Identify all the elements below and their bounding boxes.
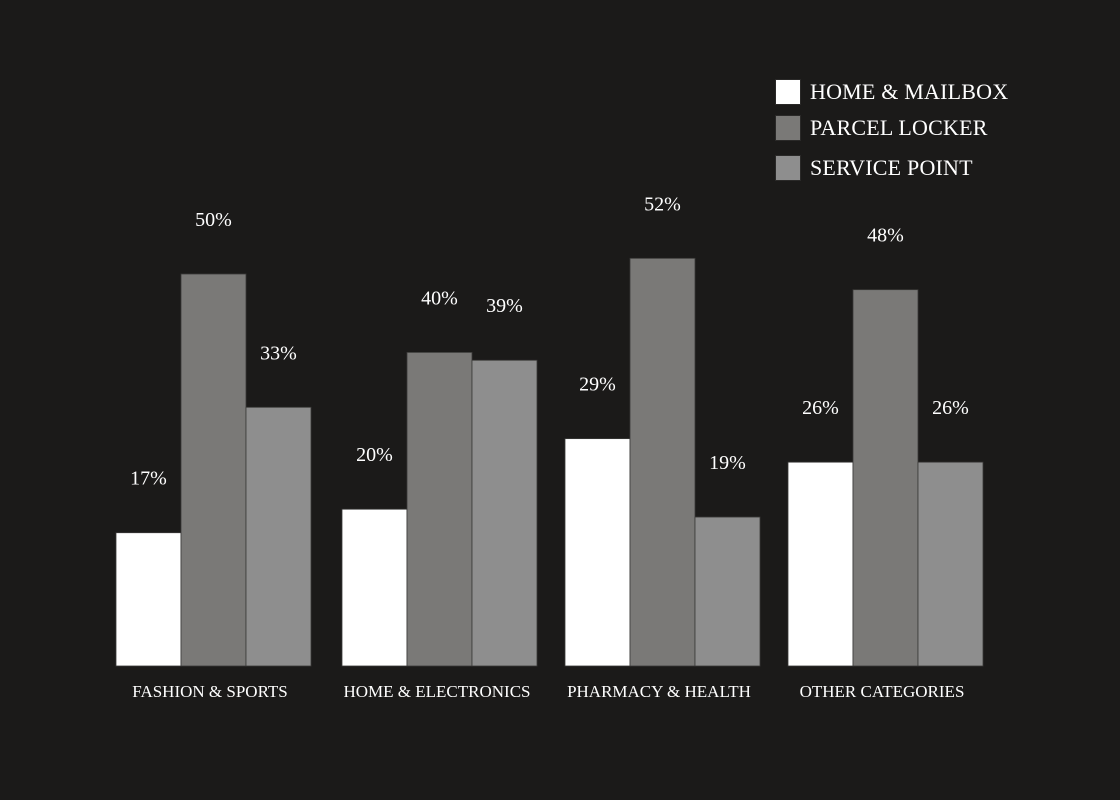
bar-home-and-mailbox-fashion-and-sports [115,532,182,667]
data-label-home-and-mailbox-home-and-electronics: 20% [356,444,393,466]
data-label-parcel-locker-fashion-and-sports: 50% [195,209,232,231]
data-label-service-point-other-categories: 26% [932,397,969,419]
bar-service-point-pharmacy-and-health [694,516,761,667]
bar-home-and-mailbox-home-and-electronics [341,508,408,667]
data-label-service-point-fashion-and-sports: 33% [260,342,297,364]
bar-parcel-locker-other-categories [852,289,919,667]
legend-swatch-service-point [775,155,801,181]
category-label-fashion-and-sports: FASHION & SPORTS [132,682,287,701]
bar-service-point-other-categories [917,461,984,667]
legend-swatch-home-mailbox [775,79,801,105]
legend-label-service-point: SERVICE POINT [810,155,973,180]
data-label-home-and-mailbox-pharmacy-and-health: 29% [579,374,616,396]
legend-item-parcel-locker: PARCEL LOCKER [775,114,1075,142]
bar-service-point-home-and-electronics [471,359,538,667]
data-label-service-point-pharmacy-and-health: 19% [709,452,746,474]
data-label-parcel-locker-pharmacy-and-health: 52% [644,193,681,215]
bar-parcel-locker-fashion-and-sports [180,273,247,667]
legend-item-service-point: SERVICE POINT [775,154,1075,182]
bar-home-and-mailbox-pharmacy-and-health [564,438,631,667]
bar-parcel-locker-pharmacy-and-health [629,257,696,667]
category-label-home-and-electronics: HOME & ELECTRONICS [344,682,531,701]
data-label-home-and-mailbox-other-categories: 26% [802,397,839,419]
bar-home-and-mailbox-other-categories [787,461,854,667]
legend-item-home-mailbox: HOME & MAILBOX [775,78,1075,106]
data-label-home-and-mailbox-fashion-and-sports: 17% [130,468,167,490]
legend-label-home-mailbox: HOME & MAILBOX [810,79,1009,104]
data-labels: 17% 50% 33% 20% 40% 39% 29% 52% 19% 26% 48% 26% [130,193,969,489]
data-label-service-point-home-and-electronics: 39% [486,295,523,317]
legend-label-parcel-locker: PARCEL LOCKER [810,115,988,140]
category-label-pharmacy-and-health: PHARMACY & HEALTH [567,682,751,701]
bar-parcel-locker-home-and-electronics [406,351,473,667]
legend-swatch-parcel-locker [775,115,801,141]
data-label-parcel-locker-other-categories: 48% [867,225,904,247]
category-label-other-categories: OTHER CATEGORIES [800,682,965,701]
bar-service-point-fashion-and-sports [245,406,312,667]
bars [115,257,984,667]
chart-legend: HOME & MAILBOX PARCEL LOCKER SERVICE POI… [775,78,1075,190]
data-label-parcel-locker-home-and-electronics: 40% [421,287,458,309]
